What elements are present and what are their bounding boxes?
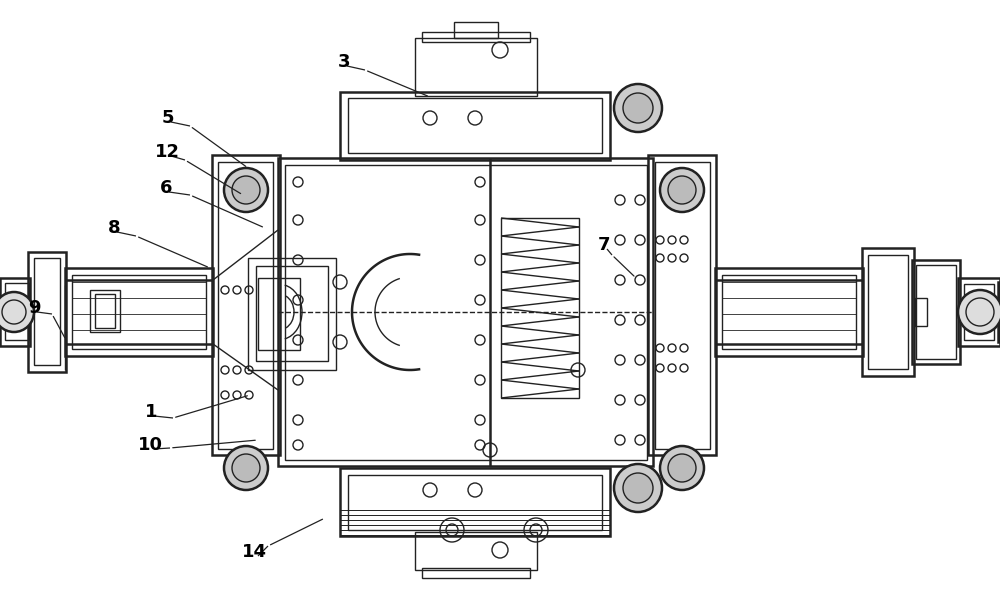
Bar — [915, 298, 927, 326]
Text: 1: 1 — [145, 403, 158, 421]
Bar — [916, 265, 956, 359]
Bar — [648, 155, 716, 455]
Bar — [95, 294, 115, 328]
Circle shape — [958, 290, 1000, 334]
Bar — [501, 218, 579, 398]
Bar — [256, 266, 328, 361]
Bar — [218, 162, 273, 449]
Bar — [340, 92, 610, 160]
Bar — [258, 278, 300, 350]
Bar — [422, 568, 530, 578]
Circle shape — [614, 84, 662, 132]
Bar — [722, 275, 856, 349]
Text: 5: 5 — [162, 109, 175, 127]
Bar — [454, 22, 498, 38]
Text: 7: 7 — [598, 236, 610, 254]
Text: 6: 6 — [160, 179, 173, 197]
Bar — [912, 260, 960, 364]
Bar — [285, 165, 647, 460]
Bar — [28, 252, 66, 372]
Circle shape — [232, 454, 260, 482]
Text: 8: 8 — [108, 219, 121, 237]
Bar — [415, 38, 537, 96]
Text: 9: 9 — [28, 299, 41, 317]
Bar — [868, 255, 908, 369]
Bar — [72, 275, 206, 349]
Bar — [715, 268, 863, 356]
Circle shape — [232, 176, 260, 204]
Bar — [248, 258, 336, 370]
Text: 10: 10 — [138, 436, 163, 454]
Bar — [65, 268, 213, 356]
Bar — [958, 278, 1000, 346]
Bar — [655, 162, 710, 449]
Bar — [964, 284, 994, 340]
Bar — [278, 158, 653, 466]
Bar — [998, 282, 1000, 342]
Bar — [348, 98, 602, 153]
Bar — [5, 283, 29, 340]
Circle shape — [623, 473, 653, 503]
Text: 14: 14 — [242, 543, 267, 561]
Bar — [212, 155, 280, 455]
Circle shape — [623, 93, 653, 123]
Bar — [415, 532, 537, 570]
Bar — [0, 278, 30, 346]
Text: 12: 12 — [155, 143, 180, 161]
Circle shape — [660, 446, 704, 490]
Bar — [340, 468, 610, 536]
Bar — [90, 290, 120, 332]
Circle shape — [668, 176, 696, 204]
Bar — [34, 258, 60, 365]
Bar — [348, 475, 602, 530]
Text: 3: 3 — [338, 53, 351, 71]
Circle shape — [224, 168, 268, 212]
Circle shape — [614, 464, 662, 512]
Bar — [862, 248, 914, 376]
Circle shape — [668, 454, 696, 482]
Circle shape — [224, 446, 268, 490]
Circle shape — [0, 292, 34, 332]
Bar — [422, 32, 530, 42]
Circle shape — [660, 168, 704, 212]
